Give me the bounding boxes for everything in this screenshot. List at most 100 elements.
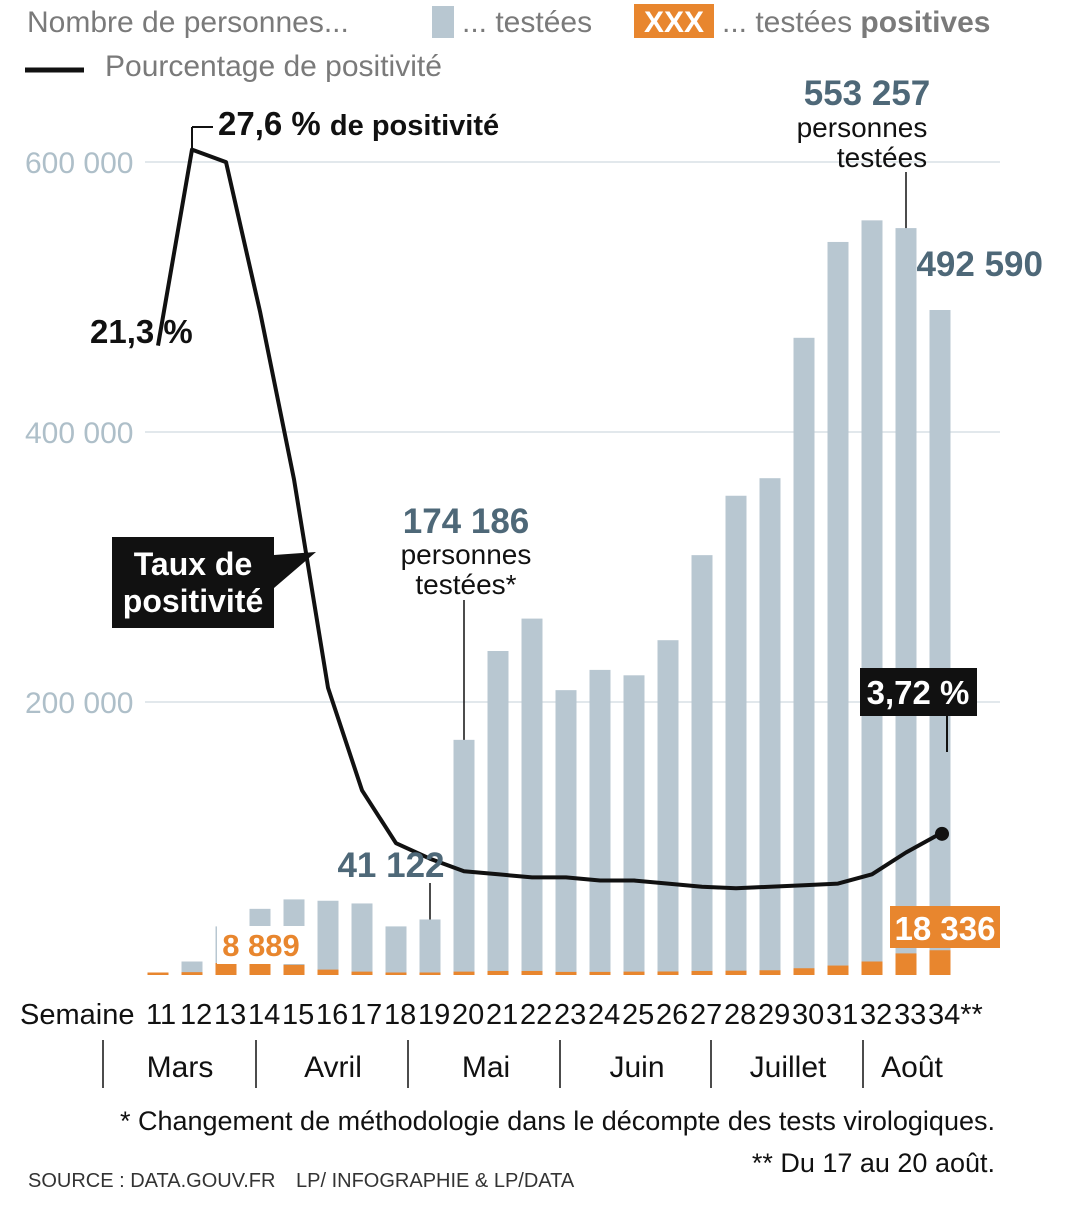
positive-bar [317, 969, 339, 975]
month-label: Mars [147, 1051, 214, 1084]
month-label: Août [881, 1051, 943, 1084]
w34-positive-value: 18 336 [895, 910, 996, 947]
tested-bar [521, 618, 543, 975]
x-tick-label: 34** [928, 999, 983, 1031]
positive-bar [215, 962, 237, 975]
tested-bar [861, 220, 883, 976]
positive-bar [895, 953, 917, 975]
legend-tested-label: ... testées [462, 6, 592, 39]
y-tick-label: 200 000 [25, 687, 133, 720]
x-tick-label: 11 [146, 999, 176, 1031]
footer: * Changement de méthodologie dans le déc… [28, 1106, 995, 1192]
legend-positive-swatch-text: XXX [644, 6, 704, 39]
x-tick-label: 21 [486, 999, 518, 1031]
positive-bar [487, 970, 509, 975]
positivity-line [156, 147, 941, 891]
tested-bar [657, 640, 679, 975]
w13-positive-value: 8 889 [222, 928, 300, 963]
footnote-methodology: * Changement de méthodologie dans le déc… [120, 1106, 995, 1136]
tested-bar [589, 669, 611, 975]
w19-tested-value: 41 122 [337, 846, 444, 885]
positivity-end-dot [935, 826, 949, 841]
tested-bar [385, 926, 407, 975]
x-tick-label: 14 [248, 999, 280, 1031]
month-label: Juillet [750, 1051, 827, 1084]
positive-bar [691, 970, 713, 975]
legend-line-label: Pourcentage de positivité [105, 50, 442, 83]
legend-positive-swatch [634, 4, 714, 38]
x-tick-label: 16 [316, 999, 348, 1031]
positive-bar [725, 970, 747, 975]
credit-label: LP/ INFOGRAPHIE & LP/DATA [296, 1170, 575, 1192]
tested-bar [181, 961, 203, 975]
tested-bar [623, 675, 645, 975]
y-axis: 200 000 400 000 600 000 [25, 147, 133, 720]
peak-rate-suffix: de positivité [330, 110, 499, 142]
legend-tested-swatch [432, 6, 454, 38]
tested-bar [351, 903, 373, 975]
positive-bar [861, 961, 883, 975]
x-tick-label: 19 [418, 999, 450, 1031]
peak-rate-label: 27,6 % de positivité [218, 105, 499, 142]
x-tick-label: 26 [656, 999, 688, 1031]
y-tick-label: 600 000 [25, 147, 133, 180]
positive-bar [623, 971, 645, 975]
legend-positive-label-bold: positives [860, 6, 990, 39]
x-tick-label: 23 [554, 999, 586, 1031]
x-tick-label: 22 [520, 999, 552, 1031]
peak-rate-value: 27,6 % [218, 105, 321, 142]
x-tick-label: 17 [350, 999, 382, 1031]
legend-positive-label-prefix: ... testées [722, 6, 852, 39]
x-tick-label: 13 [214, 999, 246, 1031]
positive-bar [793, 968, 815, 975]
month-label: Mai [462, 1051, 510, 1084]
w33-tested-value: 553 257 [804, 74, 931, 113]
tested-bar [895, 228, 917, 976]
tested-bar [453, 739, 475, 975]
tested-bar [691, 555, 713, 975]
rate-callout-line1: Taux de [134, 546, 253, 582]
month-label: Juin [609, 1051, 664, 1084]
x-tick-label: 25 [622, 999, 654, 1031]
positive-bar [181, 972, 203, 975]
w34-positive-box [890, 906, 1000, 948]
x-tick-label: 15 [282, 999, 314, 1031]
end-rate-box [860, 668, 977, 716]
footnote-dates: ** Du 17 au 20 août. [752, 1148, 995, 1178]
x-tick-label: 18 [384, 999, 416, 1031]
w33-tested-line2: testées [837, 142, 927, 173]
positive-bar [555, 971, 577, 975]
w13-positive-bg [217, 926, 306, 964]
source-label: SOURCE : DATA.GOUV.FR [28, 1170, 275, 1192]
positive-bar [283, 964, 305, 975]
positive-bar [827, 965, 849, 975]
end-rate-value: 3,72 % [867, 674, 970, 711]
tested-bar [555, 690, 577, 975]
tested-bar [827, 241, 849, 975]
tested-bar [317, 900, 339, 975]
x-axis-label: Semaine [20, 999, 134, 1031]
positive-bar [759, 970, 781, 975]
w20-tested-line1: personnes [401, 539, 532, 570]
month-label: Avril [304, 1051, 362, 1084]
x-tick-label: 33 [894, 999, 926, 1031]
x-tick-label: 28 [724, 999, 756, 1031]
tested-bar [487, 651, 509, 975]
x-tick-label: 32 [860, 999, 892, 1031]
positive-bar [147, 972, 169, 975]
start-rate-label: 21,3 % [90, 313, 193, 350]
x-tick-label: 29 [758, 999, 790, 1031]
positive-bar [589, 971, 611, 975]
rate-callout-box [112, 537, 316, 628]
rate-callout-line2: positivité [123, 583, 263, 619]
tested-bar [793, 337, 815, 975]
x-tick-label: 12 [180, 999, 212, 1031]
months: Mars Avril Mai Juin Juillet Août [102, 1040, 944, 1088]
x-tick-label: 31 [826, 999, 858, 1031]
w34-tested-value: 492 590 [916, 245, 1043, 284]
positive-bar [657, 971, 679, 975]
positive-bars [147, 950, 951, 975]
tested-bar [759, 478, 781, 975]
x-axis: 11 12 13 14 15 16 17 18 19 20 21 22 23 24 25 26 27 28 29 30… [146, 999, 983, 1031]
